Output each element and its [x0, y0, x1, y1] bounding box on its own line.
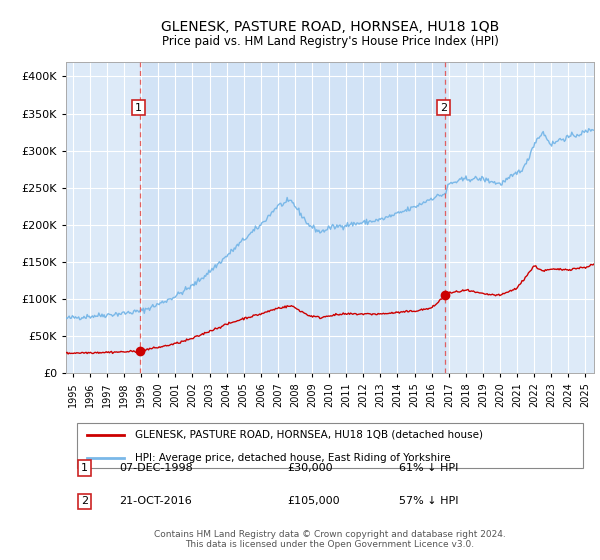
- Text: Price paid vs. HM Land Registry's House Price Index (HPI): Price paid vs. HM Land Registry's House …: [161, 35, 499, 48]
- Text: 2: 2: [81, 497, 88, 506]
- Text: 57% ↓ HPI: 57% ↓ HPI: [398, 497, 458, 506]
- Bar: [140, 62, 445, 374]
- Text: GLENESK, PASTURE ROAD, HORNSEA, HU18 1QB (detached house): GLENESK, PASTURE ROAD, HORNSEA, HU18 1QB…: [134, 430, 482, 440]
- Text: This data is licensed under the Open Government Licence v3.0.: This data is licensed under the Open Gov…: [185, 540, 475, 549]
- Text: GLENESK, PASTURE ROAD, HORNSEA, HU18 1QB: GLENESK, PASTURE ROAD, HORNSEA, HU18 1QB: [161, 20, 499, 34]
- Text: 1: 1: [135, 102, 142, 113]
- Text: 61% ↓ HPI: 61% ↓ HPI: [398, 463, 458, 473]
- Text: 2: 2: [440, 102, 447, 113]
- Text: Contains HM Land Registry data © Crown copyright and database right 2024.: Contains HM Land Registry data © Crown c…: [154, 530, 506, 539]
- Text: £105,000: £105,000: [288, 497, 340, 506]
- Text: 21-OCT-2016: 21-OCT-2016: [119, 497, 191, 506]
- Text: 1: 1: [81, 463, 88, 473]
- Text: HPI: Average price, detached house, East Riding of Yorkshire: HPI: Average price, detached house, East…: [134, 452, 450, 463]
- Text: £30,000: £30,000: [288, 463, 334, 473]
- Text: 07-DEC-1998: 07-DEC-1998: [119, 463, 193, 473]
- FancyBboxPatch shape: [77, 422, 583, 468]
